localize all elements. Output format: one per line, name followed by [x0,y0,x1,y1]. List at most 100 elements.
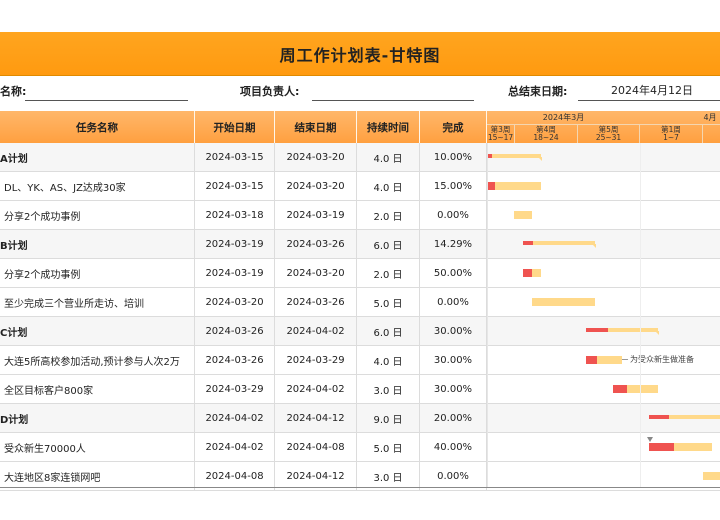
group-row[interactable]: B计划 2024-03-19 2024-03-26 6.0 日 14.29% [0,230,720,259]
header-start[interactable]: 开始日期 [195,111,275,143]
completion: 40.00% [420,433,487,461]
end-date: 2024-03-26 [275,288,357,316]
task-name: 大连5所高校参加活动,预计参与人次2万 [0,346,195,374]
task-row[interactable]: 大连5所高校参加活动,预计参与人次2万 2024-03-26 2024-03-29 4… [0,346,720,375]
end-date: 2024-04-02 [275,375,357,403]
table-header: 任务名称 开始日期 结束日期 持续时间 完成 2024年3月 4月 第3周 15… [0,111,720,143]
start-date: 2024-03-26 [195,317,275,345]
completion: 14.29% [420,230,487,258]
completion: 20.00% [420,404,487,432]
gantt-note-connector [622,359,628,360]
completion: 30.00% [420,317,487,345]
gantt-week-label: 第1周 [661,125,681,134]
gantt-summary-cap [655,331,659,335]
end-date-label: 总结束日期: [508,85,568,98]
task-name: 分享2个成功事例 [0,201,195,229]
duration: 3.0 日 [357,462,420,490]
gantt-plan-bar[interactable] [586,356,622,364]
gantt-week-label: 第5周 [598,125,619,134]
duration: 2.0 日 [357,259,420,287]
gantt-divider [487,143,488,488]
end-date-field[interactable] [578,100,720,101]
duration: 6.0 日 [357,230,420,258]
duration: 6.0 日 [357,317,420,345]
group-name: B计划 [0,230,195,258]
end-date-value: 2024年4月12日 [611,84,693,97]
project-name-field[interactable] [25,100,188,101]
gantt-plan-bar[interactable] [487,182,541,190]
gantt-summary-bar [523,241,596,248]
gantt-milestone-marker [647,437,653,442]
completion: 0.00% [420,462,487,490]
gantt-month-divider [640,143,641,488]
owner-field[interactable] [312,100,474,101]
start-date: 2024-03-19 [195,230,275,258]
gantt-progress-bar [649,443,675,451]
gantt-note: 为受众新生做准备 [630,355,694,364]
end-date: 2024-03-20 [275,172,357,200]
end-date: 2024-04-02 [275,317,357,345]
header-done[interactable]: 完成 [420,111,487,143]
start-date: 2024-03-18 [195,201,275,229]
task-name: 全区目标客户800家 [0,375,195,403]
gantt-week-range: 25~31 [595,133,622,142]
header-end[interactable]: 结束日期 [275,111,357,143]
start-date: 2024-03-15 [195,172,275,200]
start-date: 2024-03-20 [195,288,275,316]
task-row[interactable]: 分享2个成功事例 2024-03-19 2024-03-20 2.0 日 50.00% [0,259,720,288]
end-date: 2024-04-08 [275,433,357,461]
gantt-plan-bar[interactable] [523,269,541,277]
completion: 15.00% [420,172,487,200]
header-task[interactable]: 任务名称 [0,111,195,143]
gantt-week-range: 1~7 [663,133,679,142]
info-row: 名称: 项目负责人: 总结束日期: 2024年4月12日 [0,75,720,105]
gantt-plan-bar[interactable] [703,472,720,480]
project-name-label: 名称: [0,85,27,98]
gantt-week: 第3周 15~17 [487,125,515,143]
title-bar: 周工作计划表-甘特图 [0,32,720,76]
task-name: 大连地区8家连锁网吧 [0,462,195,490]
task-row[interactable]: DL、YK、AS、JZ达成30家 2024-03-15 2024-03-20 4.0 … [0,172,720,201]
task-row[interactable]: 全区目标客户800家 2024-03-29 2024-04-02 3.0 日 30.00… [0,375,720,404]
gantt-month-april-label: 4月 [703,113,717,122]
gantt-plan-bar[interactable] [514,211,532,219]
start-date: 2024-04-08 [195,462,275,490]
duration: 3.0 日 [357,375,420,403]
task-row[interactable]: 受众新生70000人 2024-04-02 2024-04-08 5.0 日 40.00… [0,433,720,462]
group-row[interactable]: D计划 2024-04-02 2024-04-12 9.0 日 20.00% [0,404,720,433]
gantt-summary-bar [586,328,659,335]
task-name: 分享2个成功事例 [0,259,195,287]
duration: 4.0 日 [357,143,420,171]
task-name: 受众新生70000人 [0,433,195,461]
start-date: 2024-03-26 [195,346,275,374]
gantt-week-label: 第4周 [536,125,556,134]
gantt-week-range: 18~24 [533,133,559,142]
group-name: C计划 [0,317,195,345]
gantt-plan-bar[interactable] [532,298,595,306]
gantt-plan-bar[interactable] [649,443,712,451]
gantt-summary-progress [649,415,669,419]
gantt-week-range: 15~17 [487,133,514,142]
gantt-summary-progress [487,154,493,158]
gantt-plan-bar[interactable] [613,385,658,393]
gantt-week: 第5周 25~31 [578,125,640,143]
gantt-week-label: 第3周 [490,125,511,134]
task-name: DL、YK、AS、JZ达成30家 [0,172,195,200]
duration: 9.0 日 [357,404,420,432]
start-date: 2024-04-02 [195,433,275,461]
start-date: 2024-03-29 [195,375,275,403]
gantt-month-april: 4月 [640,111,720,125]
gantt-header: 2024年3月 4月 第3周 15~17 第4周 18~24 第5周 25~31… [487,111,720,143]
completion: 30.00% [420,346,487,374]
task-row[interactable]: 大连地区8家连锁网吧 2024-04-08 2024-04-12 3.0 日 0.00% [0,462,720,491]
task-row[interactable]: 分享2个成功事例 2024-03-18 2024-03-19 2.0 日 0.00% [0,201,720,230]
group-row[interactable]: C计划 2024-03-26 2024-04-02 6.0 日 30.00% [0,317,720,346]
end-date: 2024-03-19 [275,201,357,229]
duration: 5.0 日 [357,433,420,461]
header-duration[interactable]: 持续时间 [357,111,420,143]
duration: 4.0 日 [357,346,420,374]
group-row[interactable]: A计划 2024-03-15 2024-03-20 4.0 日 10.00% [0,143,720,172]
gantt-summary-cap [592,244,596,248]
start-date: 2024-03-15 [195,143,275,171]
